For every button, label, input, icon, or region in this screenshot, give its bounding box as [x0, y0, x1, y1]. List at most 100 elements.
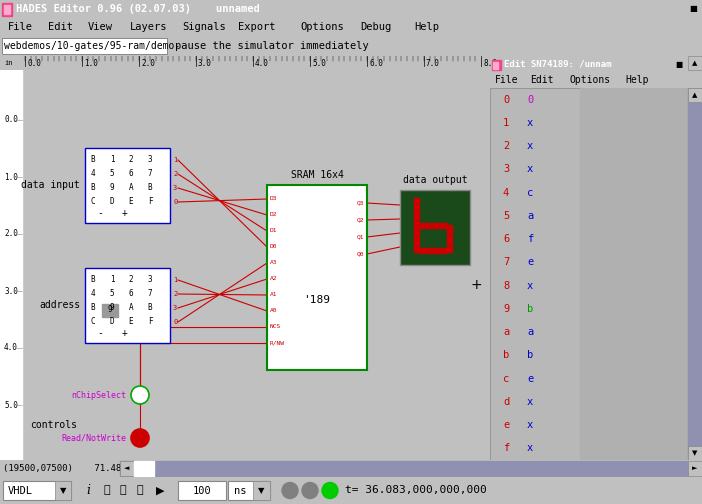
- Bar: [85, 268, 170, 343]
- Text: x: x: [527, 164, 533, 174]
- Bar: [85, 148, 170, 223]
- Circle shape: [322, 482, 338, 498]
- Text: b: b: [527, 304, 533, 314]
- Text: 5: 5: [110, 169, 114, 178]
- Circle shape: [282, 482, 298, 498]
- Text: 1: 1: [173, 277, 177, 283]
- Text: C: C: [91, 198, 95, 207]
- Text: x: x: [527, 118, 533, 128]
- Text: ns: ns: [234, 485, 246, 495]
- Bar: [688, 88, 702, 102]
- Text: Edit: Edit: [530, 75, 553, 85]
- Bar: [102, 304, 118, 317]
- Bar: [0, 70, 22, 460]
- Text: 0: 0: [503, 95, 509, 105]
- Text: in: in: [4, 60, 13, 66]
- Text: 2.0: 2.0: [4, 229, 18, 238]
- Text: HADES Editor 0.96 (02.07.03)    unnamed: HADES Editor 0.96 (02.07.03) unnamed: [16, 4, 260, 14]
- Text: b: b: [503, 350, 509, 360]
- Text: ⏭: ⏭: [137, 485, 143, 495]
- Text: 0: 0: [173, 199, 177, 205]
- Text: R/NW: R/NW: [270, 341, 285, 346]
- Bar: [134, 461, 154, 476]
- Text: ▼: ▼: [258, 486, 264, 495]
- Text: -: -: [97, 328, 103, 338]
- Bar: [414, 198, 419, 225]
- Text: A2: A2: [270, 277, 277, 282]
- Text: +: +: [122, 208, 128, 218]
- Text: e: e: [527, 373, 533, 384]
- Text: ▲: ▲: [692, 92, 698, 98]
- Circle shape: [131, 429, 149, 447]
- Text: 2.0: 2.0: [141, 58, 155, 68]
- Text: Q3: Q3: [357, 201, 364, 206]
- Text: a: a: [527, 211, 533, 221]
- Text: x: x: [527, 397, 533, 407]
- Bar: [419, 248, 447, 253]
- Text: 5.0: 5.0: [312, 58, 326, 68]
- Text: webdemos/10-gates/95-ram/demo-: webdemos/10-gates/95-ram/demo-: [4, 41, 180, 51]
- Text: VHDL: VHDL: [8, 485, 33, 495]
- Text: 1: 1: [110, 156, 114, 164]
- Text: 9: 9: [107, 305, 112, 314]
- Bar: [55, 481, 71, 500]
- Text: 6.0: 6.0: [369, 58, 383, 68]
- Text: F: F: [147, 198, 152, 207]
- Text: 4: 4: [91, 289, 95, 298]
- Text: 2: 2: [503, 141, 509, 151]
- Text: F: F: [147, 318, 152, 327]
- Text: C: C: [91, 318, 95, 327]
- Text: 7.0: 7.0: [426, 58, 440, 68]
- Text: 9: 9: [110, 183, 114, 193]
- Text: A0: A0: [270, 308, 277, 313]
- Text: 1: 1: [173, 157, 177, 163]
- Text: Options: Options: [300, 22, 344, 32]
- Bar: [490, 88, 580, 460]
- Text: A: A: [128, 303, 133, 312]
- Text: data input: data input: [21, 180, 80, 191]
- Bar: [688, 88, 702, 460]
- Text: ■: ■: [689, 5, 697, 14]
- Text: Edit SN74189: /unnam: Edit SN74189: /unnam: [504, 59, 611, 69]
- Bar: [120, 461, 134, 476]
- Bar: [2, 3, 12, 16]
- Text: 8.0: 8.0: [483, 58, 497, 68]
- Text: c: c: [503, 373, 509, 384]
- Text: x: x: [527, 444, 533, 454]
- Text: 6: 6: [128, 169, 133, 178]
- Text: E: E: [128, 318, 133, 327]
- Text: 4: 4: [503, 187, 509, 198]
- Text: D0: D0: [270, 244, 277, 249]
- Text: 0: 0: [173, 319, 177, 325]
- Bar: [688, 56, 702, 70]
- Text: +: +: [470, 278, 482, 292]
- Text: 1: 1: [110, 276, 114, 284]
- Text: 2: 2: [128, 156, 133, 164]
- Text: 4.0: 4.0: [255, 58, 269, 68]
- Text: 2: 2: [173, 291, 177, 297]
- Text: Read/NotWrite: Read/NotWrite: [61, 433, 126, 443]
- Text: (19500,07500)    71.48%: (19500,07500) 71.48%: [3, 464, 126, 473]
- Text: 4.0: 4.0: [4, 344, 18, 352]
- Text: controls: controls: [30, 420, 77, 430]
- Text: Q1: Q1: [357, 234, 364, 239]
- Text: 3: 3: [503, 164, 509, 174]
- Text: '189: '189: [303, 295, 331, 305]
- Bar: [419, 223, 447, 228]
- Text: B: B: [91, 276, 95, 284]
- Text: x: x: [527, 281, 533, 291]
- Text: 0.0: 0.0: [27, 58, 41, 68]
- Text: b: b: [527, 350, 533, 360]
- Text: A3: A3: [270, 261, 277, 266]
- Bar: [688, 446, 702, 460]
- Text: 9: 9: [110, 303, 114, 312]
- Text: ▼: ▼: [692, 450, 698, 456]
- Text: ►: ►: [692, 466, 698, 472]
- Text: E: E: [128, 198, 133, 207]
- Text: D1: D1: [270, 228, 277, 233]
- Text: ⏮: ⏮: [104, 485, 110, 495]
- Text: Help: Help: [625, 75, 649, 85]
- Text: 9: 9: [503, 304, 509, 314]
- Text: Help: Help: [414, 22, 439, 32]
- Bar: [686, 3, 700, 17]
